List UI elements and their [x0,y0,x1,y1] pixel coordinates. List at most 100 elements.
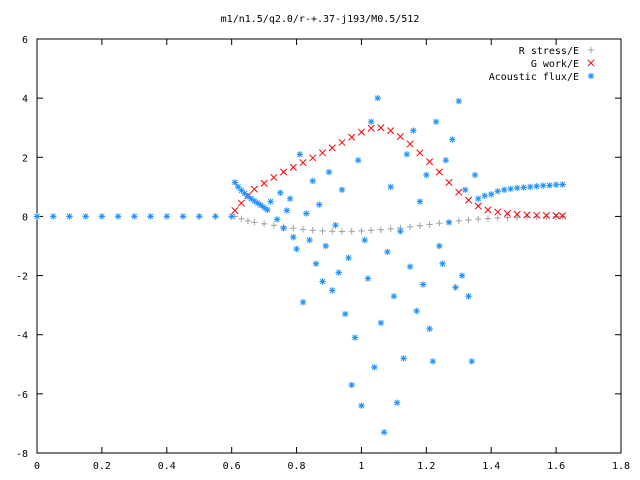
data-point [465,216,472,224]
y-tick-label: -2 [16,272,28,283]
x-tick-label: 0 [34,461,40,472]
data-point [423,171,430,179]
legend-label: Acoustic flux/E [489,72,579,83]
data-point [247,195,255,202]
data-point [264,206,271,214]
x-tick-label: 0.2 [93,461,111,472]
data-point [293,245,300,253]
data-point [367,124,375,132]
data-point [231,179,239,186]
y-tick-label: 6 [22,35,28,46]
data-point [413,307,420,315]
data-point [465,293,472,300]
data-point [406,140,414,148]
y-tick-label: 0 [22,212,28,223]
data-point [501,186,508,194]
data-point [371,364,378,371]
data-point [231,206,239,215]
data-point [82,213,89,220]
data-point [546,182,553,189]
data-point [361,236,368,244]
data-point [387,225,394,233]
data-point [523,211,531,219]
plot-frame [36,38,622,454]
data-point [228,213,235,220]
data-point [445,178,453,186]
x-tick-label: 0.8 [288,461,306,472]
data-point [316,201,323,208]
legend-marker [587,59,595,67]
data-point [552,211,560,220]
data-point [299,159,307,167]
data-point [488,191,495,198]
chart-title: m1/n1.5/q2.0/r-+.37-j193/M0.5/512 [221,14,420,25]
data-point [406,263,414,270]
data-point [436,220,443,227]
data-point [374,94,381,102]
data-point [393,399,401,406]
data-point [244,217,252,225]
data-point [319,278,326,285]
x-tick-label: 1.2 [417,461,435,472]
x-tick-label: 1.6 [547,461,565,472]
data-point [484,206,492,214]
data-point [380,429,388,436]
data-point [396,133,404,141]
data-point [238,215,245,222]
data-point [416,149,424,157]
data-point [403,151,411,158]
data-point [309,177,316,185]
data-point [494,208,502,216]
data-point [179,213,187,220]
data-point [455,97,462,105]
data-point [318,149,327,157]
data-point [260,179,268,187]
y-tick-label: 2 [22,153,28,164]
data-point [348,133,356,141]
axes: 0 0.2 0.4 0.6 0.8 1 1.2 1.4 1.6 1.8 6 4 2 0 -2 -4 -6 -8 [16,35,630,472]
data-point [513,184,521,192]
data-point [432,118,440,125]
data-point [426,221,433,228]
data-point [312,260,320,267]
series-2 [33,94,566,436]
data-point [355,157,362,164]
data-point [471,171,479,179]
data-point [455,188,463,196]
data-point [377,226,385,233]
data-point [98,213,106,220]
data-point [429,358,437,365]
data-point [280,225,287,232]
data-point [507,185,514,193]
data-point [329,228,336,235]
data-point [131,213,138,220]
data-point [475,215,482,223]
data-point [196,213,203,220]
data-point [484,215,492,222]
y-tick-label: -8 [16,449,28,460]
data-point [416,198,424,205]
data-point [309,227,316,234]
data-point [296,151,303,158]
legend: R stress/E G work/E Acoustic flux/E [489,46,595,83]
data-point [494,214,501,222]
data-point [267,198,274,205]
data-point [449,136,456,143]
data-point [358,227,365,235]
legend-label: R stress/E [519,46,579,57]
data-point [367,118,375,125]
data-point [319,227,326,235]
data-point [306,236,313,244]
data-point [348,381,355,389]
data-point [260,204,268,211]
data-point [504,214,511,221]
data-point [526,183,534,191]
data-point [290,233,297,241]
data-point [286,195,294,202]
data-point [426,158,434,166]
data-point [280,168,288,176]
legend-label: G work/E [531,59,579,70]
data-point [455,217,462,225]
data-point [254,199,261,207]
